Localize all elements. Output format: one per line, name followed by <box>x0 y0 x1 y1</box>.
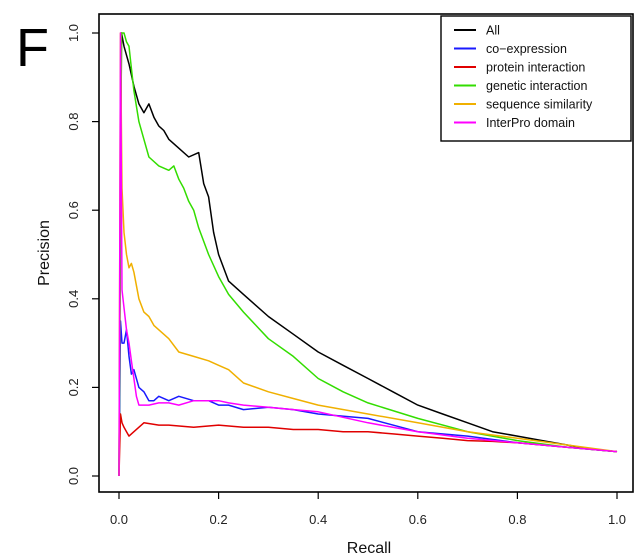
y-tick-label: 0.2 <box>66 378 81 396</box>
legend-entry: co−expression <box>486 42 567 56</box>
legend-entry: All <box>486 24 500 38</box>
series-line-1 <box>118 320 618 477</box>
y-tick-label: 0.0 <box>66 467 81 485</box>
legend-entry: protein interaction <box>486 61 585 75</box>
plot-frame <box>98 13 634 493</box>
series-line-5 <box>118 32 618 477</box>
legend: All co−expression protein interaction genet… <box>440 15 632 142</box>
y-tick-label: 0.4 <box>66 290 81 308</box>
x-tick-label: 0.8 <box>508 512 526 527</box>
legend-entry: InterPro domain <box>486 116 575 130</box>
x-tick-label: 0.6 <box>409 512 427 527</box>
x-tick-label: 0.0 <box>110 512 128 527</box>
series-line-4 <box>118 32 618 477</box>
panel-label: F <box>16 18 49 78</box>
legend-entry: sequence similarity <box>486 98 593 112</box>
series-line-3 <box>118 32 618 477</box>
y-tick-label: 0.6 <box>66 201 81 219</box>
y-tick-label: 0.8 <box>66 113 81 131</box>
x-tick-label: 0.4 <box>309 512 327 527</box>
y-tick-label: 1.0 <box>66 24 81 42</box>
series-layer <box>118 32 618 477</box>
legend-box <box>440 15 632 142</box>
x-axis-title: Recall <box>347 540 391 557</box>
x-tick-label: 0.2 <box>210 512 228 527</box>
y-axis-title: Precision <box>36 220 53 286</box>
legend-entry: genetic interaction <box>486 79 588 93</box>
series-line-0 <box>118 32 618 477</box>
x-tick-label: 1.0 <box>608 512 626 527</box>
axes: 0.0 0.2 0.4 0.6 0.8 1.0 0.0 0.2 0.4 0.6 0.8 1.0 <box>66 24 626 527</box>
